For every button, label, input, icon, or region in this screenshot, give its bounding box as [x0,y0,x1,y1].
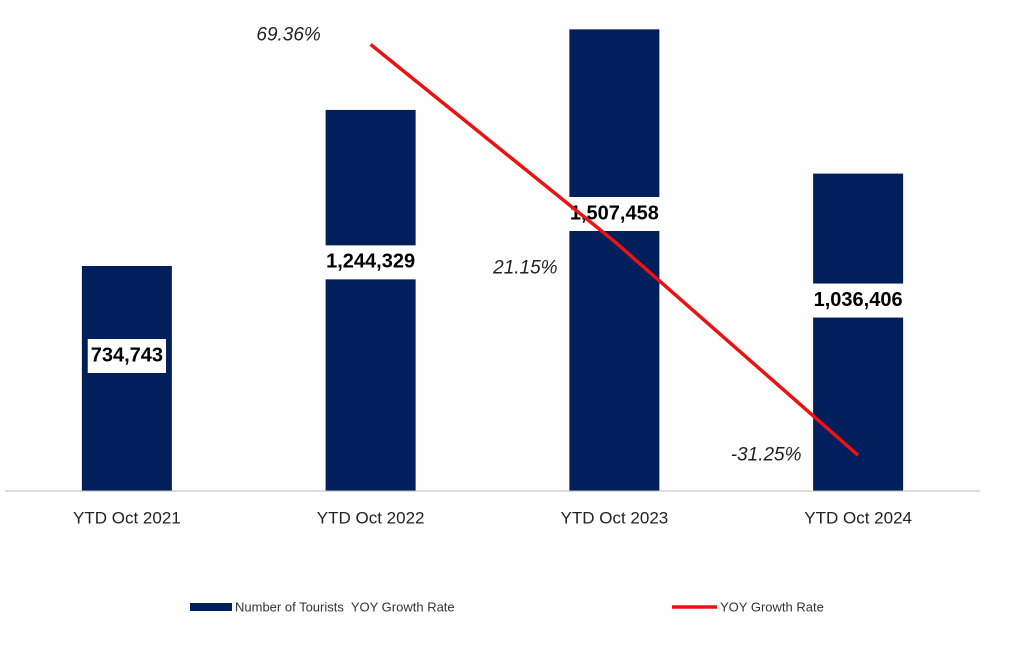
x-tick-label: YTD Oct 2023 [561,508,669,527]
x-tick-label: YTD Oct 2022 [317,508,425,527]
legend-label: YOY Growth Rate [720,599,824,614]
data-label-box [810,283,906,318]
data-label: -31.25% [731,444,802,465]
legend-swatch [190,603,232,611]
legend-label: Number of Tourists YOY Growth Rate [235,599,455,614]
bar [325,109,416,491]
x-tick-label: YTD Oct 2024 [804,508,912,527]
x-tick-label: YTD Oct 2021 [73,508,181,527]
data-label-box [323,245,419,280]
data-label: 21.15% [492,257,558,278]
bar [813,173,904,492]
data-label: 69.36% [256,24,321,45]
data-label: 1,507,458 [570,202,659,224]
data-label: 1,244,329 [326,251,415,273]
data-label: 1,036,406 [814,289,903,311]
bar [569,29,660,491]
line [369,43,860,457]
data-label: 734,743 [91,344,163,366]
data-label-box [87,338,167,373]
bar [81,265,172,491]
